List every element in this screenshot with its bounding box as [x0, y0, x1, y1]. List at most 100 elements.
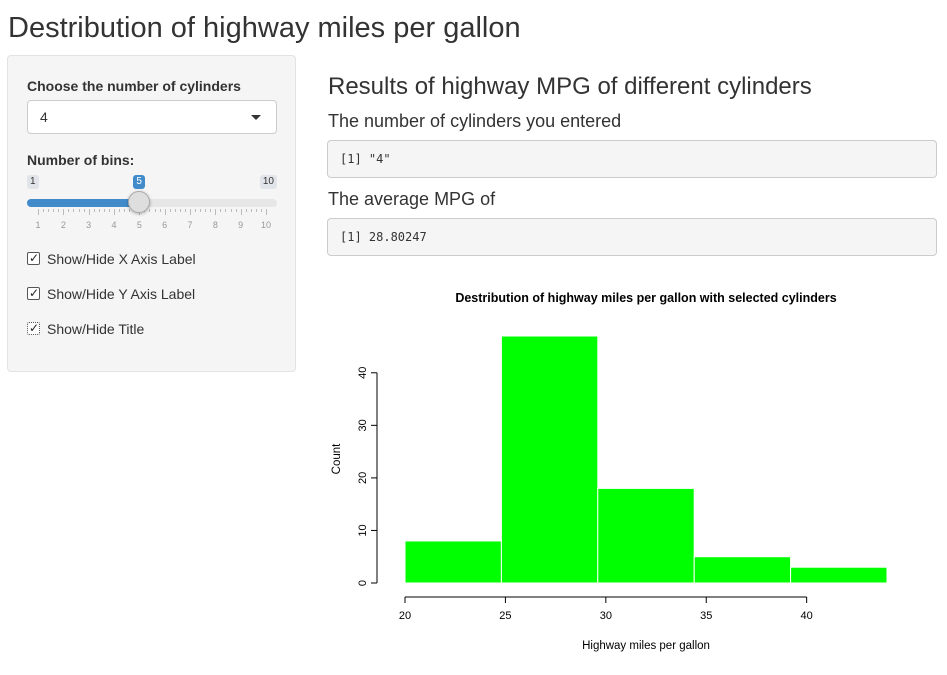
slider-tick-label: 4	[111, 220, 117, 230]
y-axis-label-checkbox[interactable]: ✓	[27, 286, 40, 300]
y-axis-tick-label: 30	[357, 419, 369, 431]
results-heading: Results of highway MPG of different cyli…	[328, 73, 812, 100]
slider-tick-label: 9	[238, 220, 244, 230]
slider-minor-tick	[230, 209, 232, 212]
slider-tick-label: 2	[60, 220, 66, 230]
cylinders-select-value: 4	[40, 109, 48, 125]
x-axis-tick-label: 25	[499, 610, 511, 622]
y-axis-tick-label: 0	[357, 580, 369, 586]
slider-tick	[88, 209, 90, 215]
slider-minor-tick	[174, 209, 176, 212]
slider-minor-tick	[43, 209, 45, 212]
average-mpg-heading: The average MPG of	[328, 189, 496, 209]
slider-minor-tick	[260, 209, 262, 212]
slider-minor-tick	[200, 209, 202, 212]
cylinders-select[interactable]: 4	[27, 100, 277, 134]
x-axis-tick-label: 35	[700, 610, 712, 622]
slider-tick-label: 5	[136, 220, 142, 230]
sidebar-panel: Choose the number of cylinders 4 Number …	[7, 55, 296, 372]
histogram-bar	[693, 556, 792, 584]
chart-x-axis-label: Highway miles per gallon	[582, 640, 710, 652]
caret-down-icon	[251, 115, 261, 120]
slider-max-label: 10	[259, 175, 277, 189]
bins-slider[interactable]: 1 10 5 1 2 3 4 5 6 7 8 9 10	[27, 174, 277, 234]
x-axis-tick-label: 40	[801, 610, 813, 622]
x-axis-tick-label: 30	[600, 610, 612, 622]
slider-tick-label: 7	[187, 220, 193, 230]
slider-minor-tick	[169, 209, 171, 212]
slider-minor-tick	[68, 209, 70, 212]
slider-tick-label: 8	[212, 220, 218, 230]
slider-minor-tick	[149, 209, 151, 212]
bins-slider-label: Number of bins:	[27, 152, 135, 168]
y-axis-tick-label: 20	[357, 472, 369, 484]
check-icon: ✓	[29, 251, 40, 265]
slider-tick	[240, 209, 242, 215]
cylinders-select-label: Choose the number of cylinders	[27, 78, 241, 94]
chart-title: Destribution of highway miles per gallon…	[455, 291, 836, 305]
slider-tick	[190, 209, 191, 215]
slider-tick	[215, 209, 217, 215]
y-axis-tick-label: 10	[357, 524, 369, 536]
slider-minor-tick	[53, 209, 55, 212]
slider-minor-tick	[235, 209, 237, 212]
slider-minor-tick	[83, 209, 85, 212]
title-checkbox-text: Show/Hide Title	[47, 321, 145, 337]
slider-minor-tick	[103, 209, 105, 212]
slider-minor-tick	[205, 209, 207, 212]
histogram-bar	[500, 335, 599, 584]
x-axis-tick-label: 20	[399, 610, 411, 622]
slider-minor-tick	[58, 209, 60, 212]
slider-fill	[27, 199, 140, 207]
slider-minor-tick	[225, 209, 227, 212]
slider-minor-tick	[119, 209, 121, 212]
slider-minor-tick	[108, 209, 110, 212]
chart-y-axis-label: Count	[331, 443, 343, 474]
slider-tick	[38, 209, 39, 215]
slider-minor-tick	[93, 209, 95, 212]
slider-handle[interactable]	[128, 191, 151, 213]
average-mpg-output: [1] 28.80247	[327, 218, 937, 256]
slider-minor-tick	[73, 209, 75, 212]
slider-minor-tick	[48, 209, 50, 212]
x-axis-label-checkbox-text: Show/Hide X Axis Label	[47, 251, 196, 267]
histogram-plot: Destribution of highway miles per gallon…	[327, 270, 937, 670]
histogram-bar	[790, 566, 888, 584]
slider-tick	[266, 209, 267, 215]
histogram-bar	[404, 540, 502, 584]
slider-minor-tick	[124, 209, 126, 212]
slider-minor-tick	[98, 209, 100, 212]
slider-tick-label: 1	[35, 220, 41, 230]
slider-tick-label: 3	[86, 220, 92, 230]
app-title: Destribution of highway miles per gallon	[8, 12, 521, 44]
slider-minor-tick	[245, 209, 247, 212]
slider-minor-tick	[184, 209, 186, 212]
slider-minor-tick	[255, 209, 257, 212]
slider-track[interactable]	[27, 199, 277, 207]
slider-tick	[63, 209, 65, 215]
check-icon: ✓	[29, 286, 40, 300]
slider-minor-tick	[159, 209, 161, 212]
slider-value-label: 5	[133, 175, 145, 189]
x-axis-label-checkbox[interactable]: ✓	[27, 251, 40, 265]
slider-minor-tick	[129, 209, 131, 212]
slider-minor-tick	[210, 209, 212, 212]
title-checkbox[interactable]: ✓	[27, 321, 40, 335]
check-icon: ✓	[29, 321, 40, 335]
slider-min-label: 1	[27, 175, 39, 189]
slider-minor-tick	[154, 209, 156, 212]
cylinders-entered-heading: The number of cylinders you entered	[328, 111, 622, 131]
y-axis-tick-label: 40	[357, 367, 369, 379]
slider-minor-tick	[250, 209, 252, 212]
y-axis-label-checkbox-text: Show/Hide Y Axis Label	[47, 286, 196, 302]
slider-minor-tick	[78, 209, 80, 212]
histogram-svg: Destribution of highway miles per gallon…	[331, 291, 888, 652]
slider-minor-tick	[179, 209, 181, 212]
histogram-bar	[597, 487, 695, 584]
slider-tick	[114, 209, 115, 215]
slider-tick-label: 6	[162, 220, 168, 230]
slider-minor-tick	[195, 209, 197, 212]
slider-minor-tick	[220, 209, 222, 212]
slider-tick	[164, 209, 166, 215]
cylinders-output: [1] "4"	[327, 140, 937, 178]
